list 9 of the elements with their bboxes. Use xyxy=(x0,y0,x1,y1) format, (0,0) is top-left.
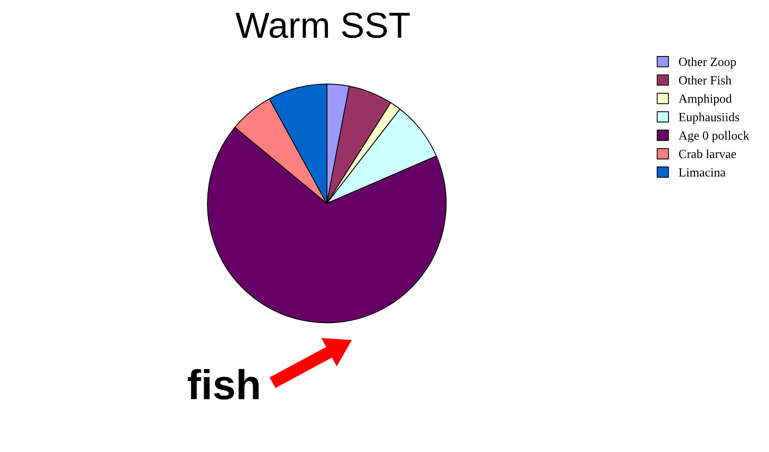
legend-label: Crab larvae xyxy=(678,149,736,158)
chart-title: Warm SST xyxy=(236,12,410,38)
legend-label: Other Zoop xyxy=(678,57,736,69)
legend-label: Euphausiids xyxy=(678,112,740,124)
legend-label: Amphipod xyxy=(678,94,732,106)
legend-label: Limacina xyxy=(678,168,726,177)
text: fish xyxy=(188,368,259,400)
legend-label: Age 0 pollock xyxy=(678,130,750,142)
legend-label: Other Fish xyxy=(678,76,732,84)
